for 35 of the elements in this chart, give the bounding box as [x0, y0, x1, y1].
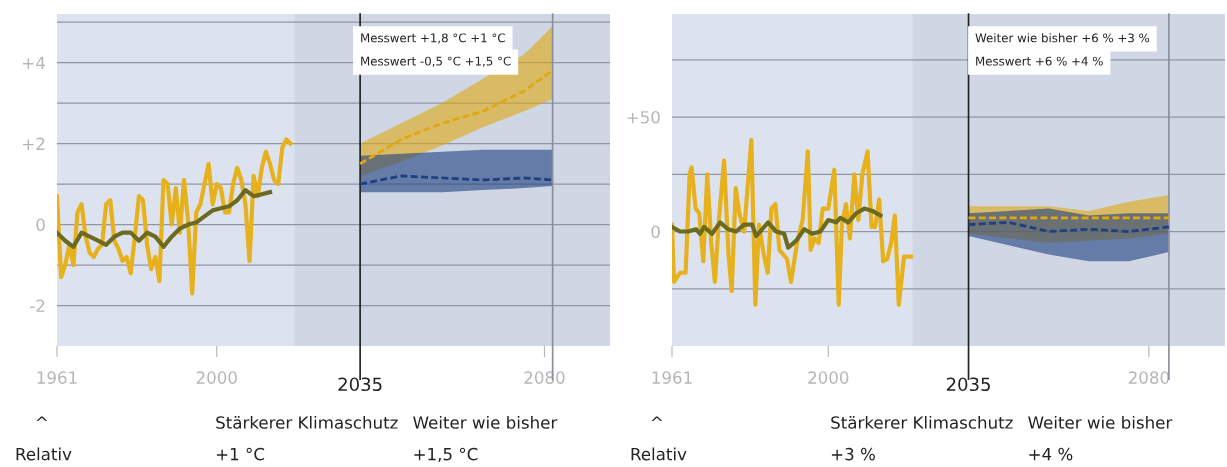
ref-line-label: 2035 [946, 377, 990, 392]
text: Stärkerer Klimaschutz [831, 415, 1013, 429]
y-tick-label: -2 [30, 299, 45, 312]
text: +4 % [1029, 447, 1073, 461]
text: ^ [651, 416, 663, 421]
y-tick-label: 0 [651, 225, 660, 239]
x-tick-label: 2000 [808, 371, 849, 384]
annotation: Weiter wie bisher +6 % +3 % [975, 33, 1150, 43]
x-tick-label: 2000 [196, 371, 237, 384]
annotation: Messwert +1,8 °C +1 °C [361, 33, 505, 44]
line-series [672, 206, 883, 250]
text: Weiter wie bisher [1028, 415, 1173, 429]
text: +1 °C [216, 447, 265, 461]
x-tick-label: 2080 [524, 371, 565, 384]
annotation: Messwert +6 % +4 % [976, 56, 1103, 66]
x-tick-label: 2080 [1128, 371, 1169, 384]
text: +3 % [831, 447, 875, 461]
text: Relativ [16, 447, 72, 461]
line-series [57, 188, 273, 249]
text: Weiter wie bisher [413, 415, 558, 429]
y-tick-label: 0 [36, 218, 45, 232]
text: ^ [36, 416, 48, 421]
y-tick-label: +2 [23, 137, 45, 150]
text: Stärkerer Klimaschutz [216, 415, 398, 429]
text: Relativ [631, 447, 687, 461]
line-series [672, 137, 913, 307]
annotation: Messwert -0,5 °C +1,5 °C [361, 56, 511, 67]
x-tick-label: 1961 [652, 371, 692, 384]
x-tick-label: 1961 [37, 371, 77, 384]
line-series [57, 137, 293, 296]
y-tick-label: +50 [627, 111, 660, 124]
text: +1,5 °C [414, 447, 478, 463]
line-series [967, 220, 1171, 233]
ref-line-label: 2035 [338, 377, 382, 392]
y-tick-label: +4 [23, 56, 45, 69]
